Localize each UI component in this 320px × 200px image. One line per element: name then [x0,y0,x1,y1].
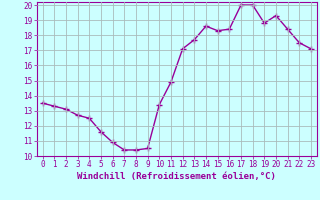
X-axis label: Windchill (Refroidissement éolien,°C): Windchill (Refroidissement éolien,°C) [77,172,276,181]
